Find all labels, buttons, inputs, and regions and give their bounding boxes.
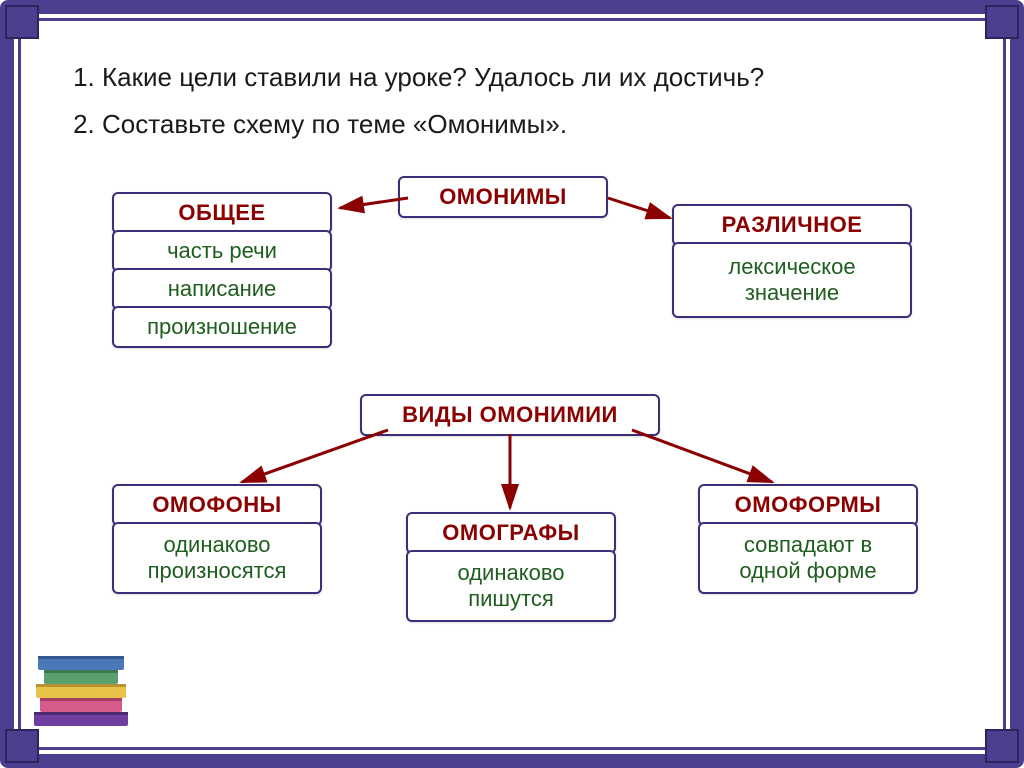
d1-right-line2: значение [684, 280, 900, 306]
corner-decor [985, 729, 1019, 763]
d2-root: ВИДЫ ОМОНИМИИ [360, 394, 660, 436]
d2-child-sub: совпадают в одной форме [698, 522, 918, 594]
question-1: Какие цели ставили на уроке? Удалось ли … [102, 60, 952, 95]
d1-left-row: часть речи [112, 230, 332, 272]
corner-decor [5, 729, 39, 763]
question-list: Какие цели ставили на уроке? Удалось ли … [102, 60, 952, 142]
d2-child-head: ОМОФОНЫ [112, 484, 322, 526]
d2-child-head: ОМОГРАФЫ [406, 512, 616, 554]
diagram-area: ОМОНИМЫ ОБЩЕЕ часть речи написание произ… [72, 176, 952, 696]
question-2: Составьте схему по теме «Омонимы». [102, 107, 952, 142]
d1-right-head: РАЗЛИЧНОЕ [672, 204, 912, 246]
d1-left-row: произношение [112, 306, 332, 348]
d1-left-row: написание [112, 268, 332, 310]
corner-decor [985, 5, 1019, 39]
d1-left-head: ОБЩЕЕ [112, 192, 332, 234]
d1-root: ОМОНИМЫ [398, 176, 608, 218]
d1-right-line1: лексическое [684, 254, 900, 280]
d2-child-sub: одинаково произносятся [112, 522, 322, 594]
slide-content: Какие цели ставили на уроке? Удалось ли … [32, 32, 992, 736]
d2-child-sub: одинаково пишутся [406, 550, 616, 622]
books-icon [26, 642, 146, 742]
d2-child-head: ОМОФОРМЫ [698, 484, 918, 526]
corner-decor [5, 5, 39, 39]
d1-right-row: лексическое значение [672, 242, 912, 318]
